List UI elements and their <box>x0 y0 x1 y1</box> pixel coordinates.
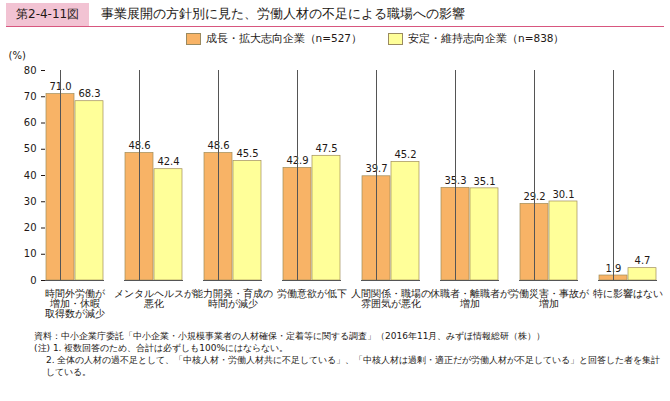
svg-text:35.3: 35.3 <box>444 175 467 186</box>
svg-text:人間関係・職場の雰囲気が悪化: 人間関係・職場の雰囲気が悪化 <box>351 288 431 309</box>
svg-text:30: 30 <box>24 196 37 207</box>
svg-text:45.5: 45.5 <box>236 148 258 159</box>
html-text:(注) 1. 複数回答のため、合計は必ずしも100%にはなら: (注) 1. 複数回答のため、合計は必ずしも100%にはならない。 <box>34 343 289 353</box>
svg-text:労働災害・事故が増加: 労働災害・事故が増加 <box>509 288 590 309</box>
svg-text:42.4: 42.4 <box>157 156 179 167</box>
svg-text:能力開発・育成の時間が減少: 能力開発・育成の時間が減少 <box>193 288 273 309</box>
svg-text:30.1: 30.1 <box>552 189 574 200</box>
svg-text:労働意欲が低下: 労働意欲が低下 <box>277 288 347 299</box>
svg-text:40: 40 <box>24 170 37 181</box>
svg-text:39.7: 39.7 <box>365 163 388 175</box>
svg-text:68.3: 68.3 <box>78 88 100 99</box>
svg-text:35.1: 35.1 <box>473 176 495 187</box>
svg-text:80: 80 <box>24 65 37 76</box>
svg-text:47.5: 47.5 <box>315 143 337 154</box>
svg-text:48.6: 48.6 <box>128 140 151 152</box>
svg-text:45.2: 45.2 <box>394 149 416 160</box>
svg-text:60: 60 <box>24 117 37 128</box>
svg-text:(%): (%) <box>9 50 26 61</box>
svg-text:20: 20 <box>24 222 37 233</box>
svg-text:48.6: 48.6 <box>207 140 230 152</box>
html-text:第2-4-11図: 第2-4-11図 <box>16 6 80 21</box>
html-text:成長・拡大志向企業（n=527）: 成長・拡大志向企業（n=527） <box>205 32 362 44</box>
svg-text:29.2: 29.2 <box>523 191 546 203</box>
svg-text:71.0: 71.0 <box>49 81 72 93</box>
svg-text:1.9: 1.9 <box>605 262 622 274</box>
html-text:2. 全体の人材の過不足として、「中核人材・労働人材共に不足: 2. 全体の人材の過不足として、「中核人材・労働人材共に不足している」、「中核人… <box>46 355 661 377</box>
svg-text:4.7: 4.7 <box>635 255 651 266</box>
svg-text:50: 50 <box>24 143 37 154</box>
svg-text:42.9: 42.9 <box>286 155 309 167</box>
svg-text:休職者・離職者が増加: 休職者・離職者が増加 <box>430 288 511 309</box>
svg-text:0: 0 <box>30 275 36 286</box>
svg-text:メンタルヘルスが悪化: メンタルヘルスが悪化 <box>114 288 195 309</box>
svg-text:70: 70 <box>24 91 37 102</box>
svg-text:10: 10 <box>24 248 37 259</box>
html-text:資料：中小企業庁委託「中小企業・小規模事業者の人材確保・定着: 資料：中小企業庁委託「中小企業・小規模事業者の人材確保・定着等に関する調査」（2… <box>34 331 546 341</box>
svg-text:特に影響はない: 特に影響はない <box>593 288 663 299</box>
html-text:事業展開の方針別に見た、労働人材の不足による職場への影響: 事業展開の方針別に見た、労働人材の不足による職場への影響 <box>101 6 466 21</box>
html-text:安定・維持志向企業（n=838）: 安定・維持志向企業（n=838） <box>408 32 565 44</box>
svg-text:時間外労働が増加・休暇取得数が減少: 時間外労働が増加・休暇取得数が減少 <box>45 288 106 319</box>
